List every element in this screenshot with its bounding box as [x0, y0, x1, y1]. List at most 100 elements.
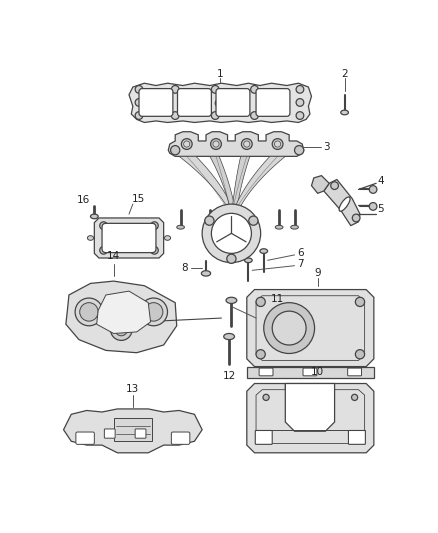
Ellipse shape	[177, 225, 184, 229]
Ellipse shape	[224, 334, 234, 340]
Polygon shape	[324, 180, 360, 225]
Text: 10: 10	[311, 367, 324, 377]
Polygon shape	[285, 384, 335, 431]
Text: 4: 4	[378, 176, 384, 186]
FancyBboxPatch shape	[102, 223, 156, 253]
Circle shape	[352, 394, 358, 400]
Text: 14: 14	[107, 252, 120, 262]
FancyBboxPatch shape	[255, 431, 272, 445]
Ellipse shape	[291, 225, 298, 229]
Circle shape	[272, 311, 306, 345]
Circle shape	[80, 303, 98, 321]
Circle shape	[212, 85, 219, 93]
Circle shape	[369, 203, 377, 210]
Ellipse shape	[339, 197, 350, 211]
Ellipse shape	[201, 271, 211, 276]
Circle shape	[272, 139, 283, 149]
Polygon shape	[247, 384, 374, 453]
FancyBboxPatch shape	[171, 432, 190, 445]
FancyBboxPatch shape	[139, 88, 173, 116]
Circle shape	[205, 216, 214, 225]
Text: 13: 13	[126, 384, 139, 394]
FancyBboxPatch shape	[303, 368, 317, 376]
Circle shape	[115, 324, 127, 336]
Circle shape	[213, 141, 219, 147]
Text: 6: 6	[297, 248, 304, 259]
Circle shape	[171, 85, 179, 93]
Circle shape	[211, 139, 221, 149]
Circle shape	[151, 246, 158, 254]
Polygon shape	[66, 281, 177, 353]
Polygon shape	[64, 409, 202, 453]
Circle shape	[181, 139, 192, 149]
Circle shape	[369, 185, 377, 193]
Circle shape	[244, 141, 250, 147]
FancyBboxPatch shape	[349, 431, 365, 445]
Circle shape	[249, 216, 258, 225]
Circle shape	[264, 303, 314, 353]
Circle shape	[227, 254, 236, 263]
Text: 11: 11	[271, 294, 284, 304]
Polygon shape	[129, 83, 311, 123]
FancyBboxPatch shape	[348, 368, 361, 376]
Ellipse shape	[226, 297, 237, 303]
Circle shape	[251, 85, 258, 93]
Circle shape	[110, 319, 132, 341]
Circle shape	[294, 146, 304, 155]
Circle shape	[151, 222, 158, 230]
Text: 1: 1	[216, 69, 223, 79]
Circle shape	[241, 139, 252, 149]
Text: 9: 9	[314, 268, 321, 278]
Circle shape	[184, 141, 190, 147]
Text: 16: 16	[77, 195, 90, 205]
Circle shape	[331, 182, 339, 189]
FancyBboxPatch shape	[259, 368, 273, 376]
Ellipse shape	[88, 236, 94, 240]
Text: 8: 8	[181, 263, 188, 273]
Polygon shape	[210, 156, 235, 210]
Text: 3: 3	[324, 142, 330, 152]
Polygon shape	[94, 218, 164, 258]
Ellipse shape	[260, 249, 268, 253]
Text: 12: 12	[223, 371, 236, 381]
Circle shape	[251, 112, 258, 119]
Circle shape	[296, 112, 304, 119]
Circle shape	[100, 222, 107, 230]
Circle shape	[215, 99, 223, 107]
Ellipse shape	[91, 214, 98, 219]
Text: 5: 5	[378, 205, 384, 214]
Text: 2: 2	[341, 69, 348, 79]
Ellipse shape	[276, 225, 283, 229]
FancyBboxPatch shape	[135, 429, 146, 438]
Ellipse shape	[164, 236, 170, 240]
Circle shape	[275, 141, 281, 147]
Ellipse shape	[244, 258, 252, 263]
Circle shape	[100, 246, 107, 254]
Polygon shape	[168, 132, 304, 156]
Circle shape	[170, 146, 180, 155]
Polygon shape	[247, 289, 374, 367]
Circle shape	[75, 298, 103, 326]
Circle shape	[212, 213, 251, 253]
Circle shape	[135, 99, 143, 106]
FancyBboxPatch shape	[216, 88, 250, 116]
Circle shape	[296, 85, 304, 93]
FancyBboxPatch shape	[104, 429, 115, 438]
Circle shape	[352, 214, 360, 222]
Polygon shape	[247, 367, 374, 378]
Circle shape	[202, 204, 261, 263]
Ellipse shape	[206, 225, 214, 229]
Text: 15: 15	[131, 193, 145, 204]
Circle shape	[355, 297, 364, 306]
Polygon shape	[234, 156, 285, 210]
Circle shape	[135, 85, 143, 93]
Polygon shape	[232, 156, 250, 210]
FancyBboxPatch shape	[256, 88, 290, 116]
Circle shape	[355, 350, 364, 359]
Circle shape	[212, 112, 219, 119]
Circle shape	[296, 99, 304, 106]
Polygon shape	[97, 291, 151, 334]
FancyBboxPatch shape	[76, 432, 94, 445]
Polygon shape	[179, 156, 234, 210]
Polygon shape	[311, 175, 329, 193]
